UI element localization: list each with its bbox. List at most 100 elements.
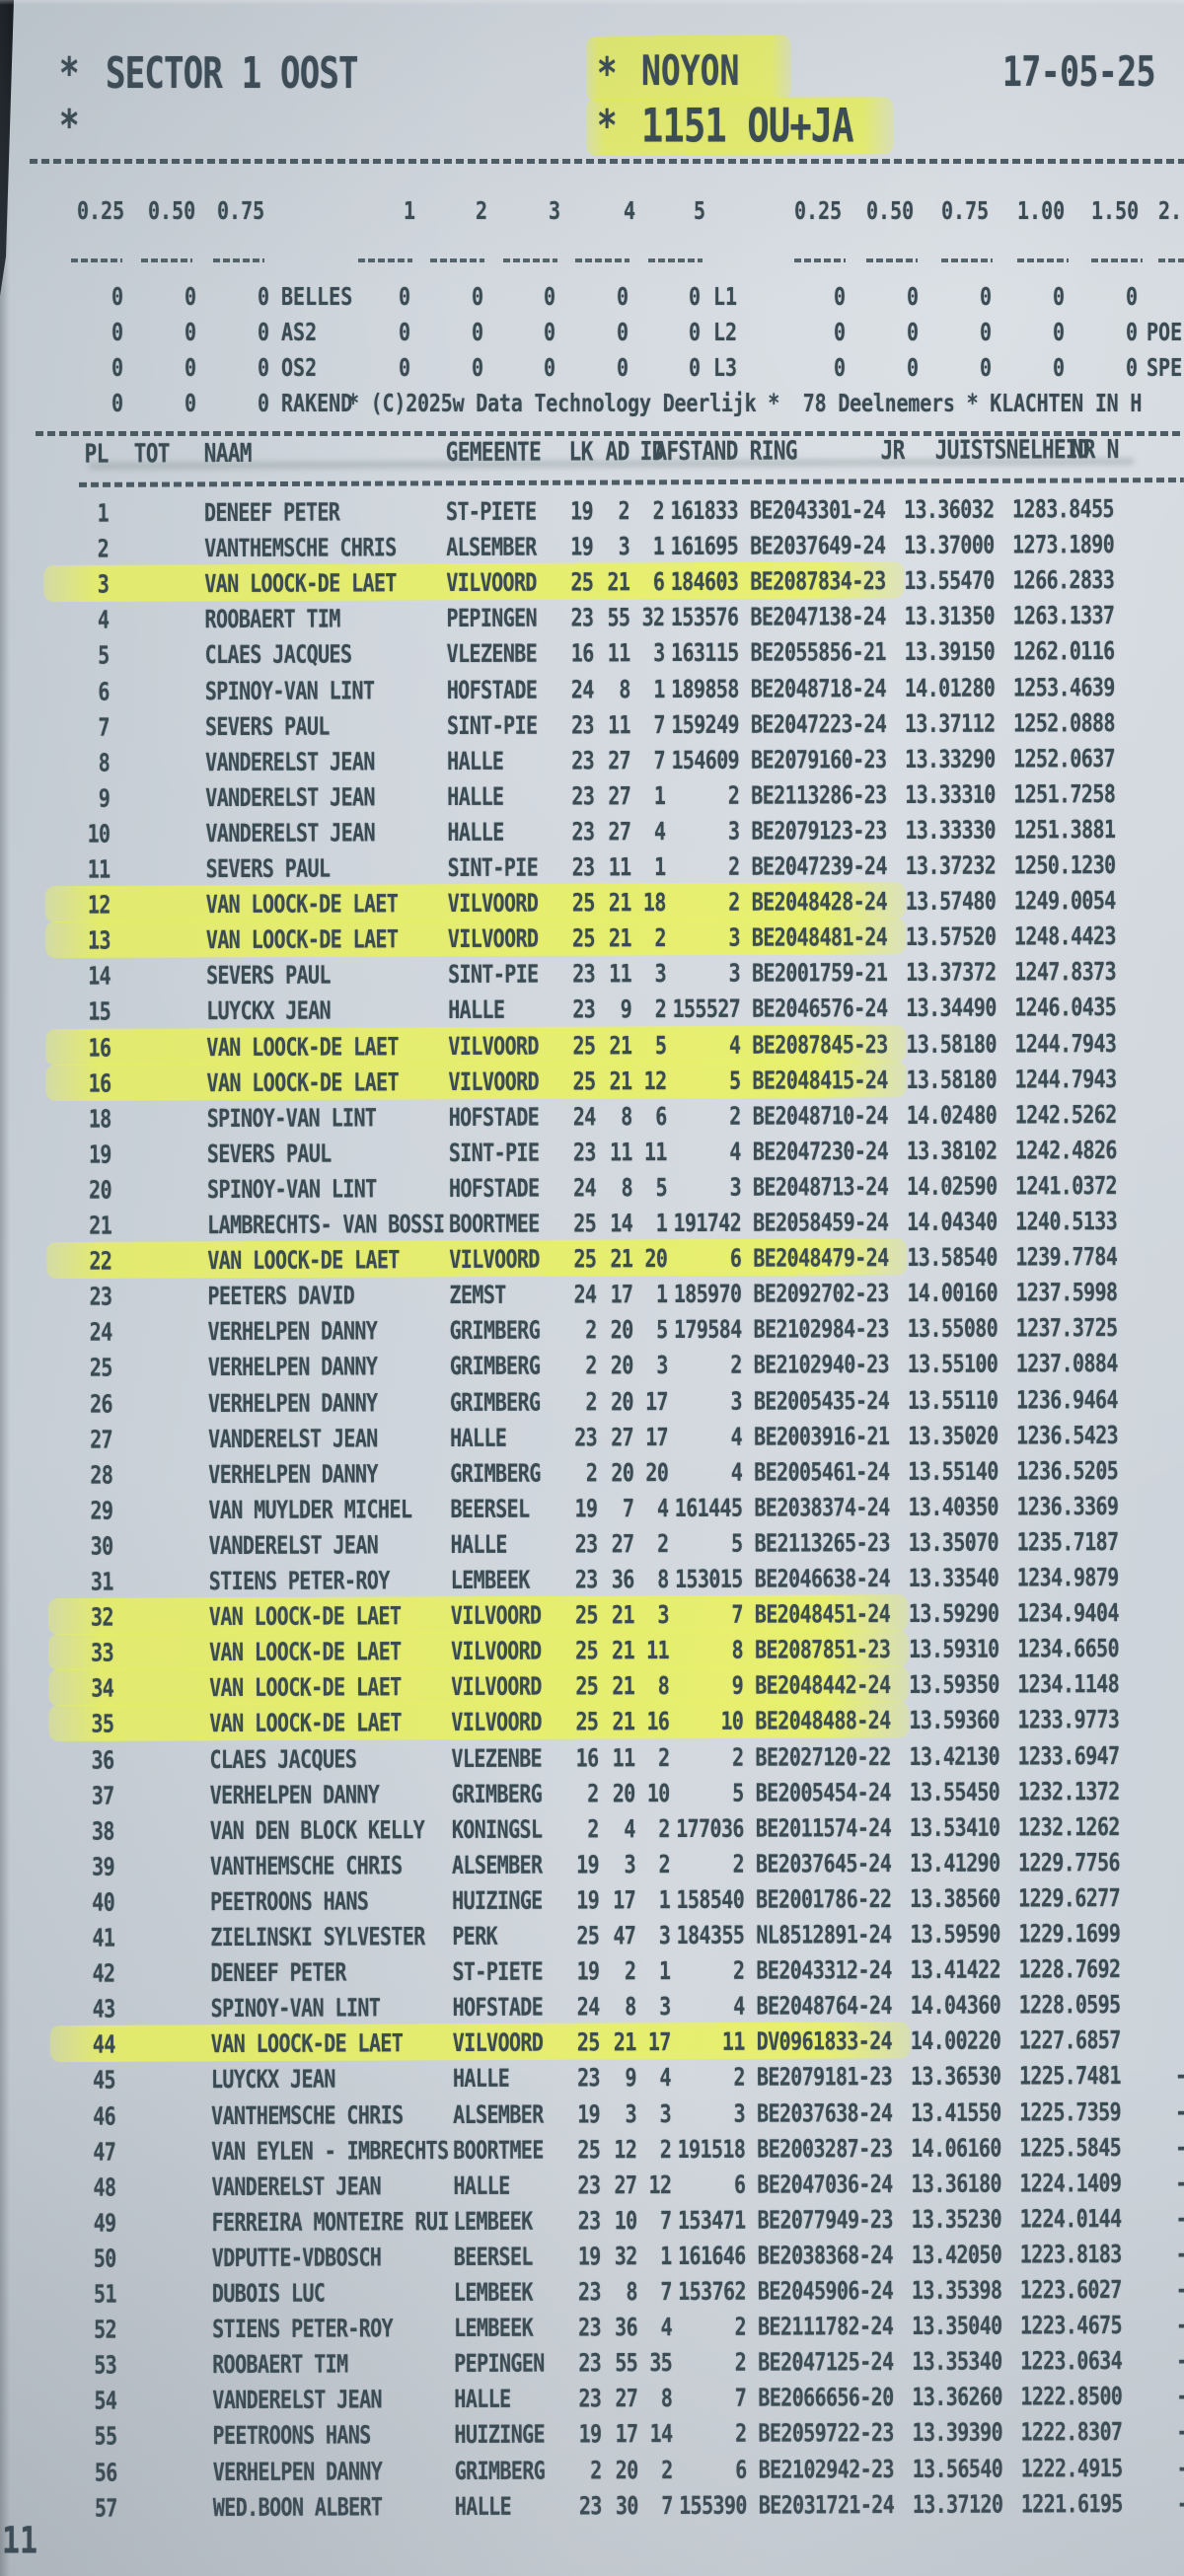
dash-underline <box>503 258 557 262</box>
dash-underline <box>575 258 629 262</box>
prize-header: 0.50 <box>866 195 915 225</box>
left-edge-shadow <box>0 0 10 2576</box>
prize-value: 0 <box>688 352 701 382</box>
prize-value: 0 <box>111 281 123 311</box>
prize-value: 0 <box>1052 281 1065 311</box>
prize-value: 0 <box>1052 352 1065 382</box>
dashed-separator <box>30 159 1184 164</box>
prize-row-label: OS2 <box>281 352 318 382</box>
race-detail: 1151 OU+JA <box>641 98 854 153</box>
prize-value: 0 <box>398 281 410 311</box>
dash-underline <box>941 258 993 262</box>
star-mark: * <box>597 101 617 152</box>
race-name: NOYON <box>641 45 740 96</box>
dash-underline <box>1091 258 1143 262</box>
footer-note: * (C)2025w Data Technology Deerlijk * 78… <box>347 388 1143 417</box>
cell-pl: 57 <box>94 2492 117 2523</box>
prize-value: 0 <box>1125 281 1138 311</box>
prize-value: 0 <box>111 388 123 417</box>
dash-underline <box>358 258 412 262</box>
prize-value: 0 <box>979 281 992 311</box>
prize-value: 0 <box>471 317 483 346</box>
prize-row-label: AS2 <box>281 317 318 346</box>
prize-value: 0 <box>616 281 629 311</box>
dash-underline <box>213 258 264 262</box>
prize-line-label: L1 <box>713 281 738 311</box>
prize-header: 4 <box>623 195 636 225</box>
cell-afstand: 155390 <box>679 2489 747 2520</box>
prize-header: 2. <box>1158 195 1183 225</box>
prize-header: 0.75 <box>941 195 990 225</box>
prize-header: 1.50 <box>1091 195 1140 225</box>
prize-value: 0 <box>398 317 410 346</box>
prize-value: 0 <box>257 281 269 311</box>
prize-value: 0 <box>184 352 196 382</box>
prize-value: 0 <box>833 317 846 346</box>
prize-header: 1 <box>403 195 416 225</box>
prize-value: 0 <box>184 317 196 346</box>
prize-value: 0 <box>616 317 629 346</box>
prize-value: 0 <box>257 388 269 417</box>
prize-value: 0 <box>979 317 992 346</box>
prize-value: 0 <box>257 317 269 346</box>
prize-value: 0 <box>1125 352 1138 382</box>
prize-header: 3 <box>548 195 561 225</box>
cell-ring: BE2031721-24 <box>758 2488 895 2520</box>
prize-value: 0 <box>1052 317 1065 346</box>
prize-header: 1.00 <box>1017 195 1066 225</box>
prize-line-label: L2 <box>713 317 738 346</box>
prize-value: 0 <box>616 352 629 382</box>
cell-ad: 30 <box>615 2490 638 2521</box>
prize-line-label: L3 <box>713 352 738 382</box>
prize-value: 0 <box>833 352 846 382</box>
page-number: 11 <box>2 2519 38 2563</box>
dash-underline <box>1158 258 1184 262</box>
cell-naam: WED.BOON ALBERT <box>212 2491 383 2522</box>
prize-value: 0 <box>184 388 196 417</box>
prize-header: 0.75 <box>217 195 265 225</box>
prize-value: 0 <box>833 281 846 311</box>
star-mark: * <box>59 48 79 100</box>
prize-value: 0 <box>543 352 555 382</box>
dashed-separator <box>36 431 1184 436</box>
prize-value: 0 <box>471 281 483 311</box>
dash-underline <box>141 258 192 262</box>
cell-gemeente: HALLE <box>454 2490 512 2521</box>
prize-value: 0 <box>543 317 555 346</box>
prize-value: 0 <box>471 352 483 382</box>
prize-header: 0.50 <box>148 195 196 225</box>
prize-value: 0 <box>688 317 701 346</box>
prize-value: 0 <box>906 281 919 311</box>
dash-underline <box>648 258 703 262</box>
prize-line-label: POE <box>1147 317 1183 346</box>
prize-value: 0 <box>111 352 123 382</box>
prize-value: 0 <box>543 281 555 311</box>
cell-juist: 13.37120 <box>912 2488 1003 2519</box>
prize-value: 0 <box>688 281 701 311</box>
star-mark: * <box>59 101 79 152</box>
prize-row-label: BELLES <box>281 281 353 311</box>
prize-value: 0 <box>184 281 196 311</box>
top-edge-light <box>0 0 1184 5</box>
prize-value: 0 <box>257 352 269 382</box>
prize-value: 0 <box>906 352 919 382</box>
dash-underline <box>430 258 484 262</box>
dash-underline <box>794 258 846 262</box>
dash-underline <box>866 258 918 262</box>
sector-title: SECTOR 1 OOST <box>106 48 359 100</box>
prize-header: 5 <box>693 195 706 225</box>
prize-row-label: RAKEND <box>281 388 353 417</box>
prize-header: 2 <box>475 195 488 225</box>
star-mark: * <box>597 48 617 100</box>
prize-value: 0 <box>906 317 919 346</box>
race-date: 17-05-25 <box>1002 46 1155 97</box>
prize-value: 0 <box>398 352 410 382</box>
edge-dash-mark: - <box>1176 2487 1184 2518</box>
dash-underline <box>71 258 122 262</box>
result-row: 57 WED.BOON ALBERT HALLE 23 30 7 155390 BE20317… <box>9 2485 1184 2526</box>
prize-line-label: SPE <box>1147 352 1183 382</box>
prize-value: 0 <box>1125 317 1138 346</box>
